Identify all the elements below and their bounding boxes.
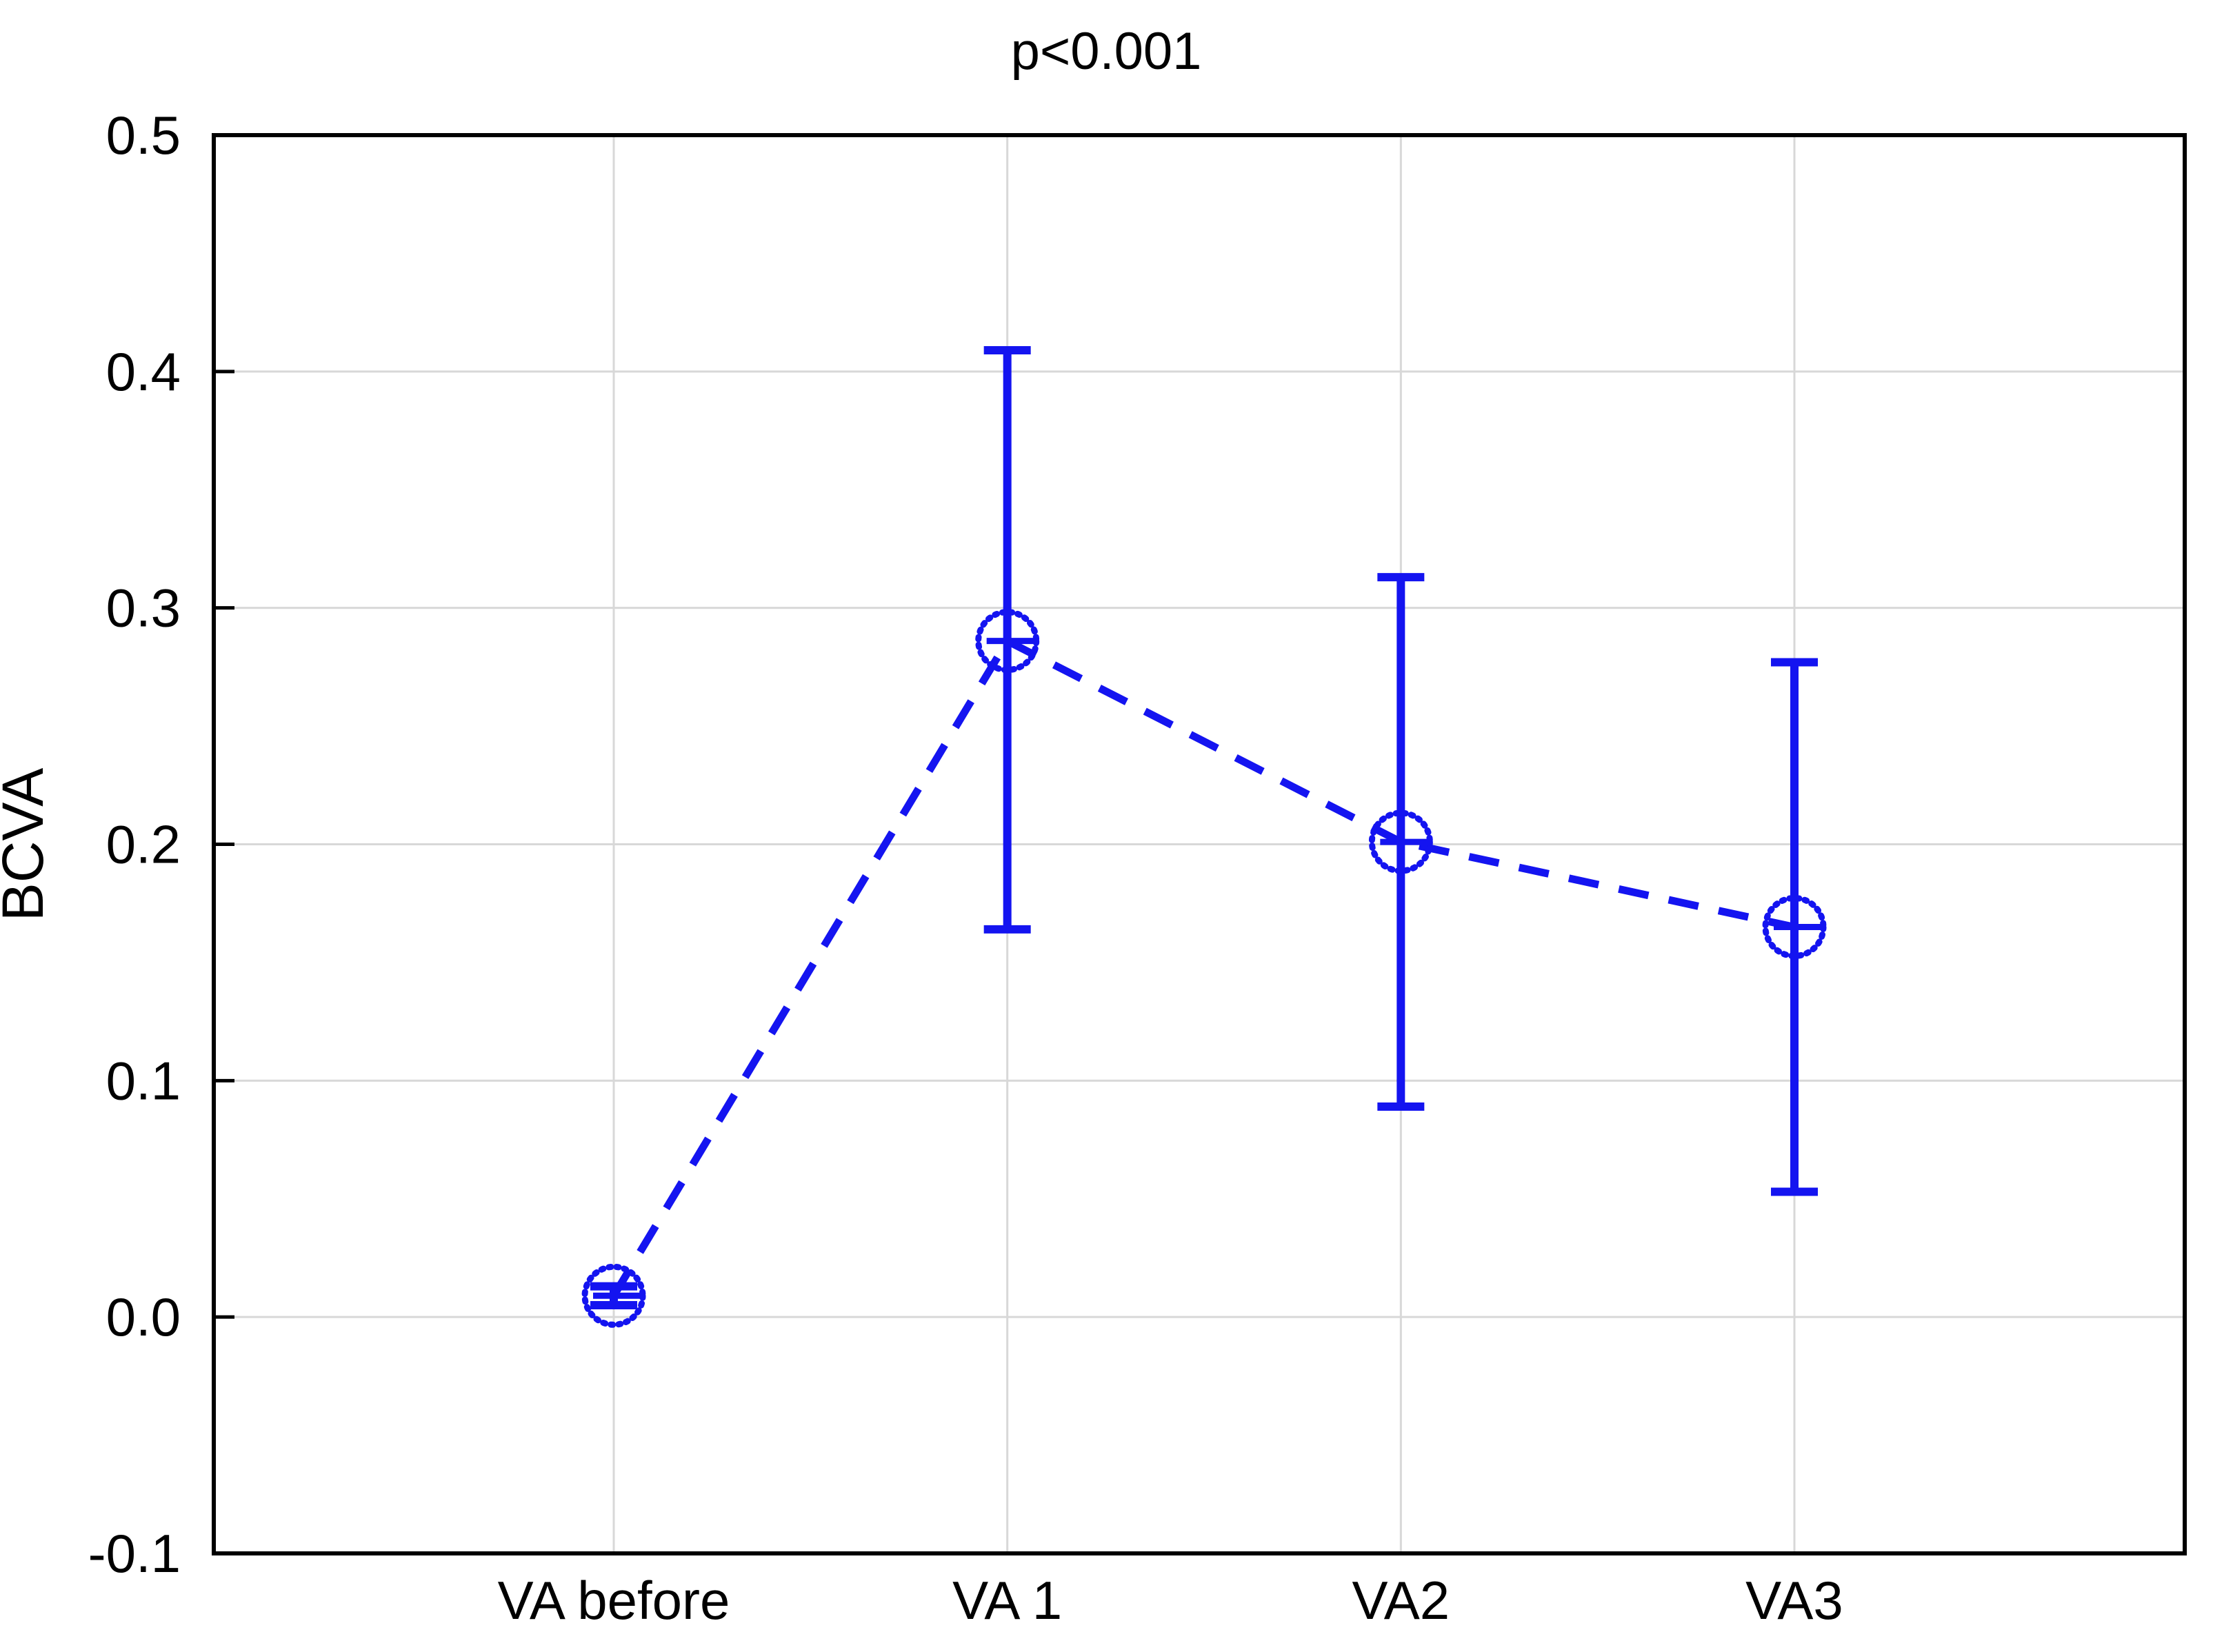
series-line <box>610 636 1796 1298</box>
y-tick-label: 0.2 <box>106 814 181 875</box>
x-tick-label: VA 1 <box>952 1570 1062 1631</box>
y-tick-label: 0.0 <box>106 1287 181 1347</box>
y-tick-label: 0.1 <box>106 1050 181 1111</box>
x-tick-label: VA3 <box>1745 1570 1843 1631</box>
chart-title: p<0.001 <box>1011 22 1202 81</box>
y-tick-label: 0.3 <box>106 578 181 638</box>
y-tick-label: 0.4 <box>106 341 181 402</box>
y-axis-label: BCVA <box>0 768 55 922</box>
plot-area: 0.5 0.4 0.3 0.2 0.1 0.0 -0.1 VA before VA 1 VA2 VA… <box>88 105 2187 1631</box>
y-tick-label: 0.5 <box>106 105 181 165</box>
data-point-marker <box>1368 809 1433 874</box>
x-tick-label: VA before <box>498 1570 730 1631</box>
x-tick-label: VA2 <box>1352 1570 1450 1631</box>
y-tick-label: -0.1 <box>88 1523 181 1584</box>
